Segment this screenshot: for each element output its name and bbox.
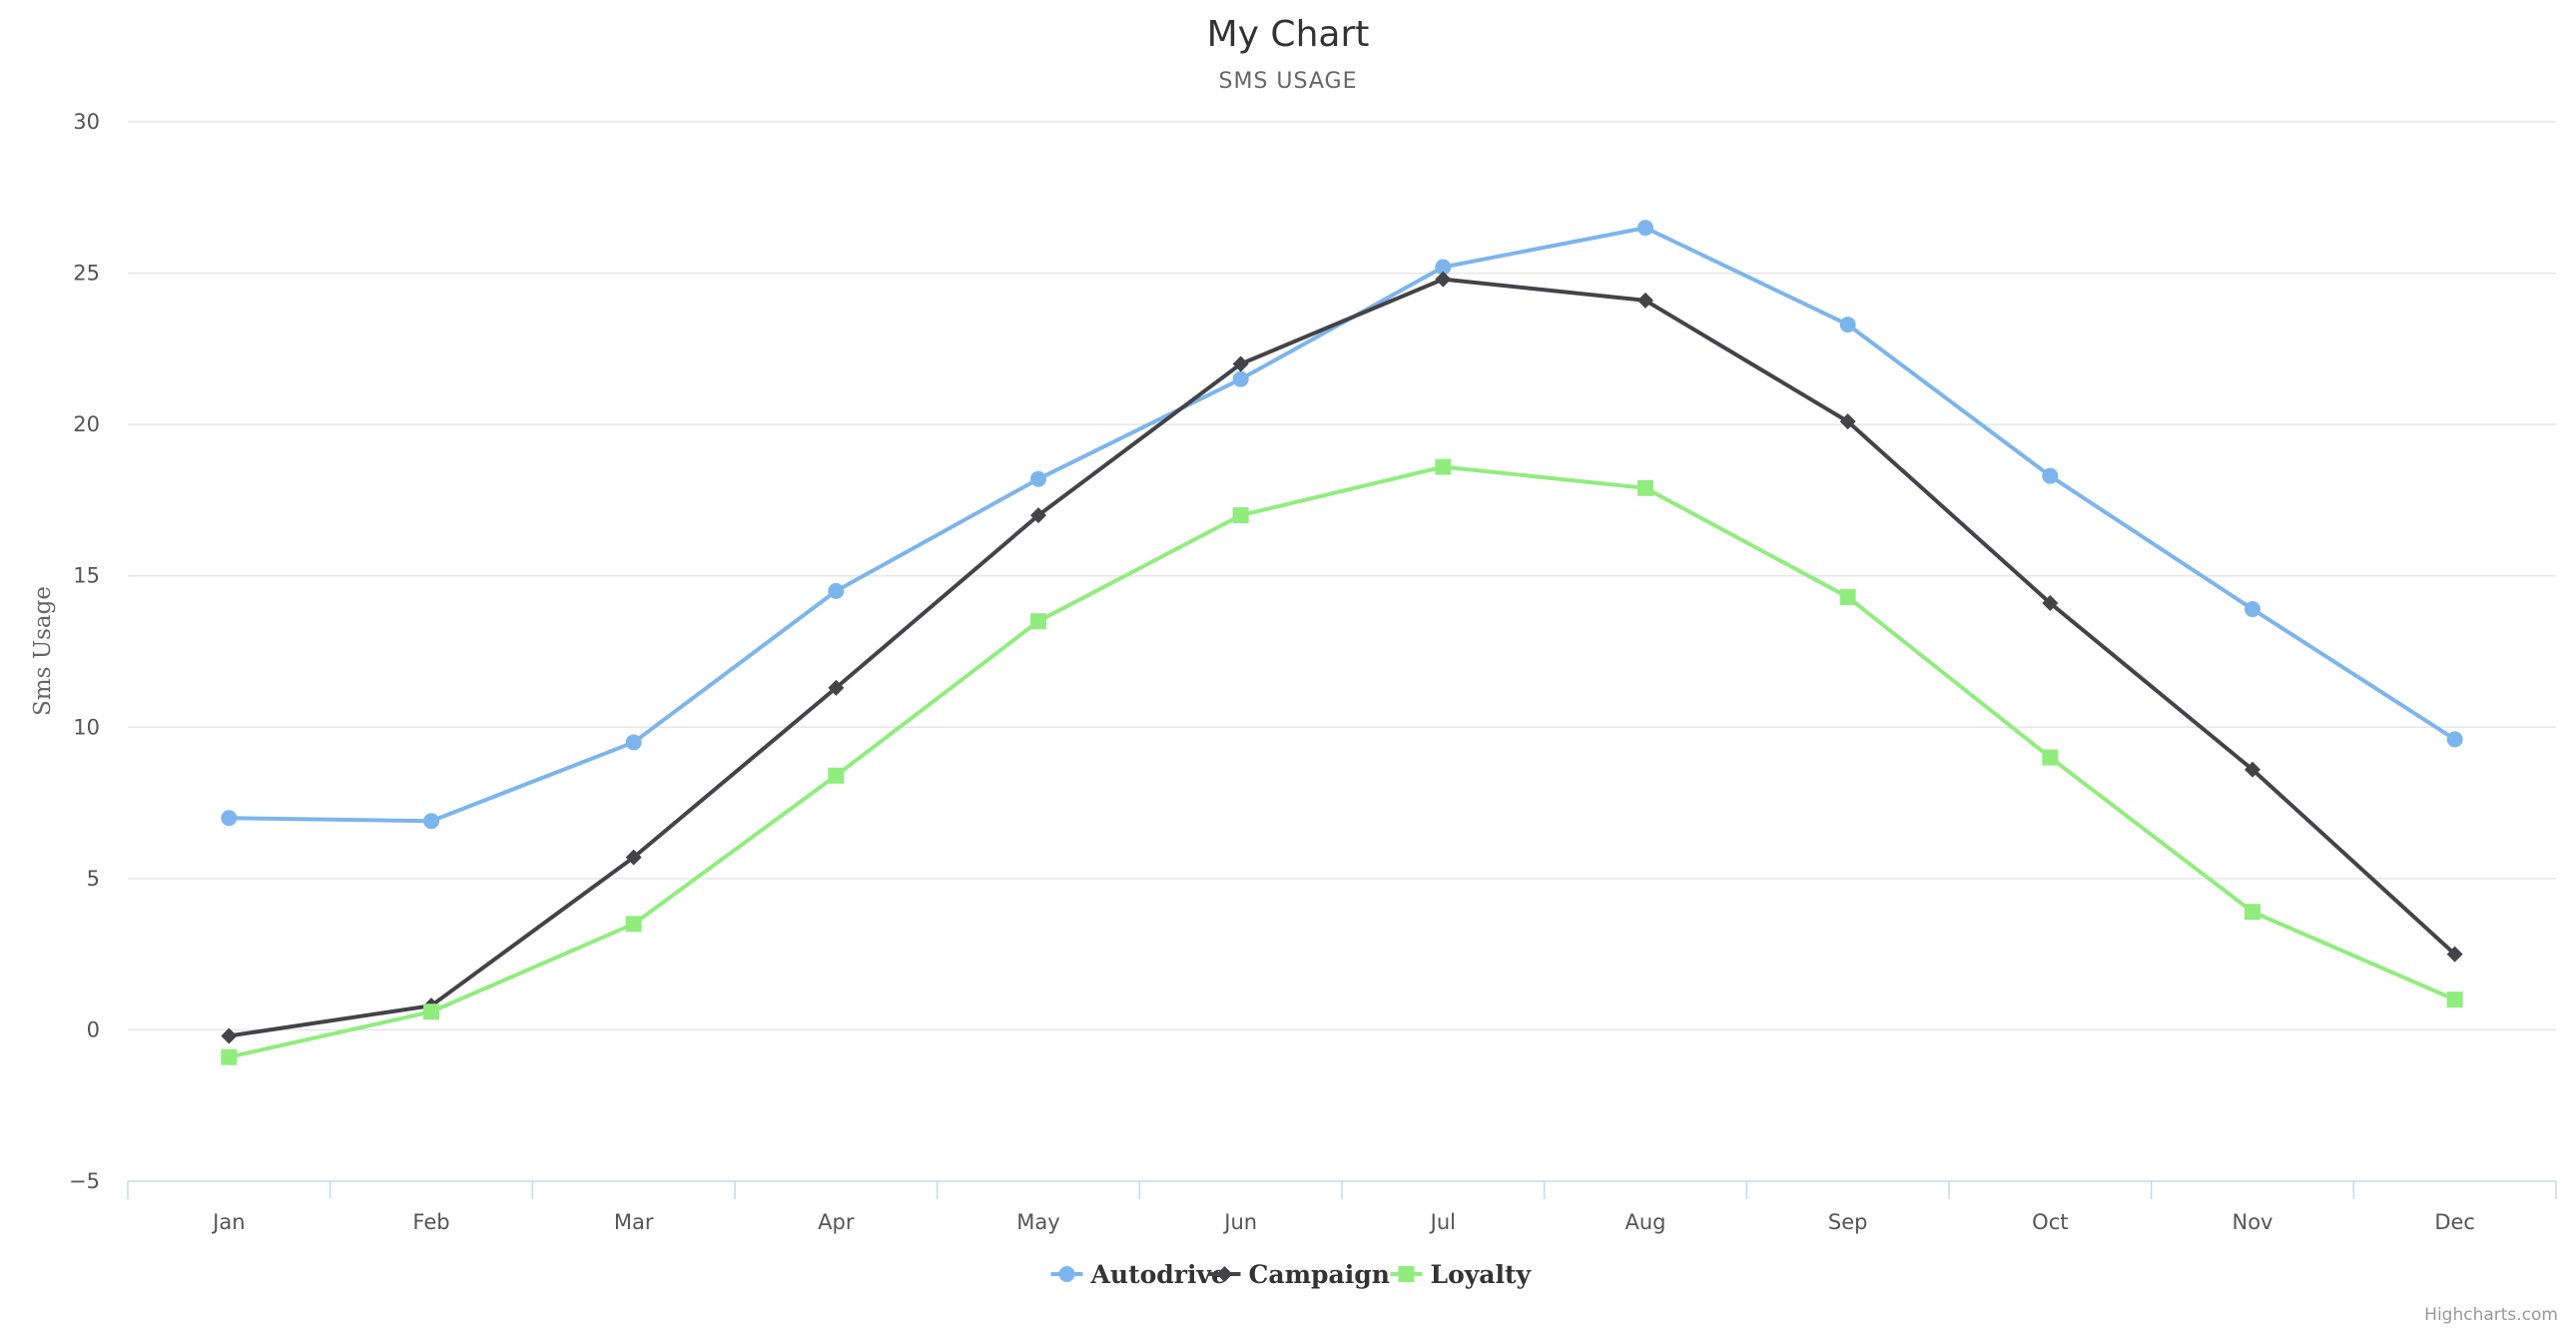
series-line-loyalty[interactable] — [227, 464, 2457, 1059]
data-point-loyalty[interactable] — [1637, 479, 1653, 496]
y-tick-label: 0 — [87, 1017, 100, 1041]
data-point-loyalty[interactable] — [221, 1048, 238, 1065]
data-point-campaign[interactable] — [625, 849, 642, 866]
data-point-campaign[interactable] — [221, 1027, 238, 1044]
data-point-autodrive[interactable] — [828, 582, 845, 599]
x-tick-label: Aug — [1624, 1210, 1665, 1234]
grid-lines — [128, 121, 2556, 1031]
legend-item-campaign[interactable]: Campaign — [1208, 1260, 1390, 1289]
x-tick-label: Jun — [1222, 1210, 1257, 1234]
data-point-autodrive[interactable] — [1839, 317, 1856, 333]
x-tick-label: Jan — [211, 1210, 245, 1234]
series-loyalty — [221, 458, 2463, 1065]
data-point-loyalty[interactable] — [2042, 749, 2059, 766]
legend-symbol-autodrive — [1058, 1266, 1075, 1282]
data-point-loyalty[interactable] — [828, 767, 845, 784]
data-point-autodrive[interactable] — [625, 734, 642, 751]
data-point-autodrive[interactable] — [2446, 731, 2463, 748]
x-tick-label: Feb — [412, 1210, 449, 1234]
x-axis: Jan Feb Mar Apr May Jun Jul Aug Sep Oct Nov Dec — [127, 1180, 2557, 1234]
credits-link[interactable]: Highcharts.com — [2424, 1305, 2558, 1325]
data-point-loyalty[interactable] — [423, 1003, 439, 1020]
data-point-campaign[interactable] — [2245, 761, 2260, 778]
legend-label-loyalty: Loyalty — [1431, 1260, 1533, 1289]
y-axis-label: Sms Usage — [30, 586, 56, 716]
data-point-autodrive[interactable] — [1030, 470, 1046, 487]
x-tick-label: Nov — [2233, 1210, 2273, 1234]
data-point-loyalty[interactable] — [1232, 507, 1249, 524]
data-point-autodrive[interactable] — [423, 813, 439, 830]
data-point-autodrive[interactable] — [2042, 467, 2059, 484]
legend-item-loyalty[interactable]: Loyalty — [1390, 1260, 1533, 1289]
legend-label-campaign: Campaign — [1249, 1260, 1390, 1289]
data-point-autodrive[interactable] — [221, 810, 238, 827]
legend-symbol-campaign — [1216, 1266, 1233, 1282]
data-point-autodrive[interactable] — [1637, 220, 1653, 237]
y-axis-ticks: −5 0 5 10 15 20 25 30 — [69, 110, 100, 1193]
data-point-loyalty[interactable] — [1435, 458, 1452, 475]
data-point-campaign[interactable] — [828, 679, 845, 696]
data-point-loyalty[interactable] — [2245, 904, 2260, 921]
x-tick-label: Dec — [2434, 1210, 2475, 1234]
chart-subtitle: SMS USAGE — [1219, 69, 1358, 94]
data-point-loyalty[interactable] — [2446, 992, 2463, 1008]
x-tick-label: Oct — [2032, 1210, 2068, 1234]
x-tick-label: Sep — [1828, 1210, 1868, 1234]
data-point-autodrive[interactable] — [1435, 259, 1452, 276]
y-tick-label: 5 — [87, 867, 100, 891]
data-point-campaign[interactable] — [2446, 946, 2463, 963]
y-tick-label: −5 — [69, 1169, 100, 1193]
data-point-campaign[interactable] — [2042, 594, 2059, 611]
y-tick-label: 15 — [73, 564, 100, 588]
data-point-campaign[interactable] — [1232, 355, 1249, 372]
data-point-campaign[interactable] — [1839, 413, 1856, 430]
series-autodrive — [221, 220, 2463, 830]
y-tick-label: 30 — [73, 110, 100, 134]
data-point-autodrive[interactable] — [1232, 370, 1249, 387]
legend-item-autodrive[interactable]: Autodrive — [1050, 1260, 1227, 1289]
y-tick-label: 25 — [73, 262, 100, 286]
y-tick-label: 10 — [73, 715, 100, 739]
y-tick-label: 20 — [73, 412, 100, 436]
data-point-autodrive[interactable] — [2245, 601, 2260, 618]
x-tick-label: Apr — [818, 1210, 855, 1234]
data-point-loyalty[interactable] — [625, 916, 642, 933]
series-line-campaign[interactable] — [227, 277, 2457, 1038]
x-tick-label: Mar — [614, 1210, 654, 1234]
x-tick-label: Jul — [1429, 1210, 1456, 1234]
legend-symbol-loyalty — [1398, 1266, 1415, 1282]
legend: Autodrive Campaign Loyalty — [1050, 1260, 1533, 1289]
data-point-loyalty[interactable] — [1030, 613, 1046, 630]
x-tick-label: May — [1016, 1210, 1059, 1234]
series-line-autodrive[interactable] — [227, 226, 2457, 824]
data-point-loyalty[interactable] — [1839, 588, 1856, 605]
chart-title: My Chart — [1207, 14, 1370, 55]
data-point-campaign[interactable] — [1030, 507, 1046, 524]
legend-label-autodrive: Autodrive — [1090, 1260, 1227, 1289]
data-point-campaign[interactable] — [1435, 271, 1452, 288]
series-campaign — [221, 271, 2463, 1044]
series-group — [221, 220, 2463, 1065]
data-point-campaign[interactable] — [1637, 292, 1653, 309]
